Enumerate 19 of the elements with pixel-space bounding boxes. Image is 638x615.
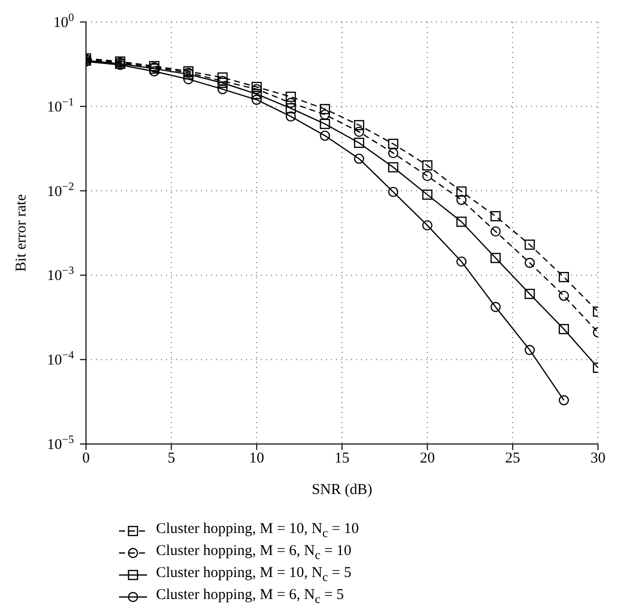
y-tick-label: 10$^{−5}$ — [47, 434, 74, 453]
legend-label: Cluster hopping, M = 10, N$_{c}$ = 10 — [156, 521, 359, 541]
x-tick-label: 20 — [420, 450, 435, 467]
x-tick-label: 10 — [249, 450, 264, 467]
legend-label: Cluster hopping, M = 6, N$_{c}$ = 5 — [156, 587, 344, 607]
y-tick-label: 10$^{−3}$ — [47, 265, 74, 284]
x-axis-title: SNR (dB) — [312, 482, 372, 498]
x-tick-label: 5 — [168, 450, 176, 467]
x-tick-label: 0 — [82, 450, 90, 467]
legend-label: Cluster hopping, M = 6, N$_{c}$ = 10 — [156, 543, 352, 563]
y-tick-label: 10$^{0}$ — [53, 12, 74, 31]
y-tick-label: 10$^{−4}$ — [47, 350, 74, 369]
x-tick-label: 15 — [334, 450, 350, 467]
x-tick-label: 30 — [590, 450, 606, 467]
x-tick-label: 25 — [505, 450, 520, 467]
y-axis-title: Bit error rate — [13, 194, 30, 272]
y-tick-label: 10$^{−2}$ — [47, 180, 74, 200]
legend-label: Cluster hopping, M = 10, N$_{c}$ = 5 — [156, 565, 352, 585]
y-tick-label: 10$^{−1}$ — [47, 96, 74, 116]
